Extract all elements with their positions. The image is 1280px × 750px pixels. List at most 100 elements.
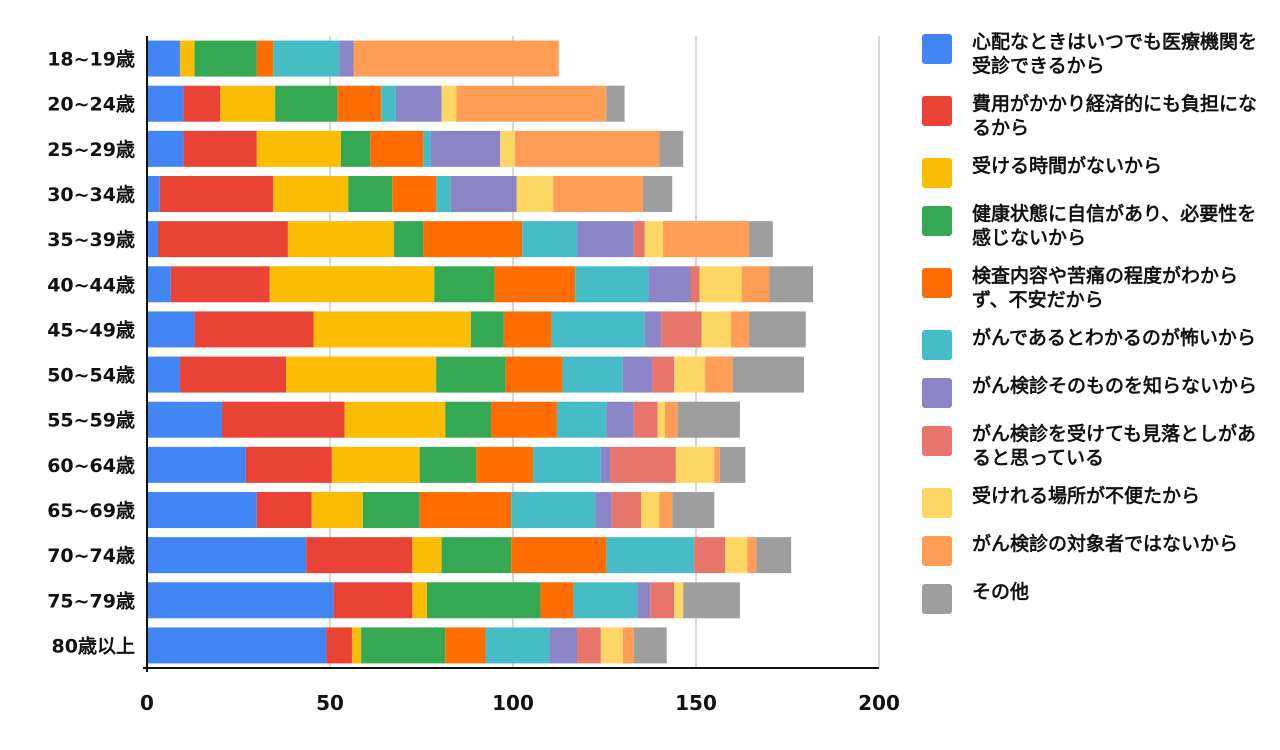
bar-segment xyxy=(222,401,345,438)
bar-segment xyxy=(644,221,664,258)
bar-segment xyxy=(511,537,607,574)
y-tick-label: 40~44歳 xyxy=(47,274,135,296)
y-tick-label: 20~24歳 xyxy=(47,94,135,116)
legend-label: がん検診の対象者ではないから xyxy=(972,533,1239,555)
bar-segment xyxy=(147,537,307,574)
bar-segment xyxy=(633,221,645,258)
x-tick-label: 150 xyxy=(675,691,717,715)
bar-segment xyxy=(551,311,645,348)
y-tick-label: 65~69歳 xyxy=(47,500,135,522)
legend-item: 費用がかかり経済的にも負担になるから xyxy=(922,92,1267,140)
bar-segment xyxy=(672,492,715,528)
bar-segment xyxy=(147,176,160,212)
y-tick-label: 25~29歳 xyxy=(47,139,135,161)
bar-segment xyxy=(699,266,742,303)
legend-label: 検査内容や苦痛の程度がわからず、不安だから xyxy=(972,265,1239,311)
bar-segment xyxy=(441,85,457,122)
bar-segment xyxy=(339,40,354,77)
bar-segment xyxy=(183,85,221,122)
y-tick-label: 80歳以上 xyxy=(52,635,135,657)
legend-swatch xyxy=(922,330,952,360)
bar-segment xyxy=(147,85,184,122)
bar-segment xyxy=(361,627,446,664)
bar-segment xyxy=(395,85,442,122)
bar-segment xyxy=(609,446,676,483)
bar-segment xyxy=(622,356,653,393)
bar-segment xyxy=(470,311,504,348)
bar-segment xyxy=(157,221,288,258)
bar-segment xyxy=(436,356,506,393)
legend-swatch xyxy=(922,34,952,64)
bar-segment xyxy=(159,176,274,212)
legend-item: 受ける時間がないから xyxy=(922,154,1267,188)
bar-segment xyxy=(540,582,574,619)
axes xyxy=(143,36,879,672)
legend: 心配なときはいつでも医療機関を受診できるから 費用がかかり経済的にも負担になるから… xyxy=(922,30,1267,628)
legend-swatch xyxy=(922,536,952,566)
x-tick-label: 200 xyxy=(858,691,900,715)
bar-segment xyxy=(412,582,427,619)
bar-segment xyxy=(183,130,257,167)
bar-segment xyxy=(747,537,757,574)
bar-segment xyxy=(641,492,660,528)
bar-segment xyxy=(344,401,446,438)
bar-segment xyxy=(445,401,492,438)
bar-segment xyxy=(326,627,352,664)
bar-segment xyxy=(577,627,601,664)
legend-label: 費用がかかり経済的にも負担になるから xyxy=(972,93,1258,139)
bar-segment xyxy=(456,85,607,122)
x-tick-label: 100 xyxy=(492,691,534,715)
bar-segment xyxy=(511,492,596,528)
bar-segment xyxy=(503,311,552,348)
bar-segment xyxy=(394,221,424,258)
bar-segment xyxy=(337,85,382,122)
bar-segment xyxy=(269,266,435,303)
y-tick-label: 35~39歳 xyxy=(47,229,135,251)
legend-swatch xyxy=(922,378,952,408)
legend-swatch xyxy=(922,426,952,456)
bar-segment xyxy=(147,130,184,167)
bar-segment xyxy=(273,176,349,212)
bar-segment xyxy=(348,176,393,212)
bar-segment xyxy=(275,85,338,122)
legend-item: がんであるとわかるのが怖いから xyxy=(922,326,1267,360)
bar-segment xyxy=(674,356,706,393)
bar-segment xyxy=(220,85,276,122)
stacked-bar-chart: 18~19歳 20~24歳 25~29歳 30~34歳 35~39歳 40~44歳 45~4… xyxy=(47,36,900,715)
bar-segment xyxy=(642,176,673,212)
bar-segment xyxy=(340,130,371,167)
bar-segment xyxy=(606,401,634,438)
bar-segment xyxy=(694,537,726,574)
bar-segment xyxy=(423,130,431,167)
bar-segment xyxy=(273,40,340,77)
x-tick-label: 50 xyxy=(316,691,344,715)
bar-segment xyxy=(633,627,667,664)
bar-segment xyxy=(606,85,625,122)
bar-segment xyxy=(690,266,700,303)
bar-segment xyxy=(769,266,814,303)
legend-item: 受けれる場所が不便たから xyxy=(922,484,1267,518)
bar-segment xyxy=(441,537,512,574)
legend-label: その他 xyxy=(972,581,1030,603)
bar-segment xyxy=(423,221,523,258)
bar-segment xyxy=(362,492,420,528)
bar-segment xyxy=(575,266,649,303)
bar-segment xyxy=(179,356,287,393)
bar-segment xyxy=(719,446,746,483)
bar-segment xyxy=(179,40,195,77)
y-tick-label: 50~54歳 xyxy=(47,365,135,387)
bar-segment xyxy=(426,582,541,619)
bar-segment xyxy=(419,446,477,483)
bar-segment xyxy=(661,311,702,348)
bar-segment xyxy=(611,492,642,528)
bar-segment xyxy=(450,176,517,212)
bar-segment xyxy=(533,446,601,483)
bar-segment xyxy=(485,627,550,664)
legend-label: がん検診を受けても見落としがあると思っている xyxy=(972,423,1257,469)
bar-segment xyxy=(637,582,651,619)
bar-segment xyxy=(306,537,413,574)
bar-segment xyxy=(430,130,501,167)
bar-segment xyxy=(657,401,665,438)
bar-segment xyxy=(562,356,623,393)
bar-segment xyxy=(147,40,180,77)
